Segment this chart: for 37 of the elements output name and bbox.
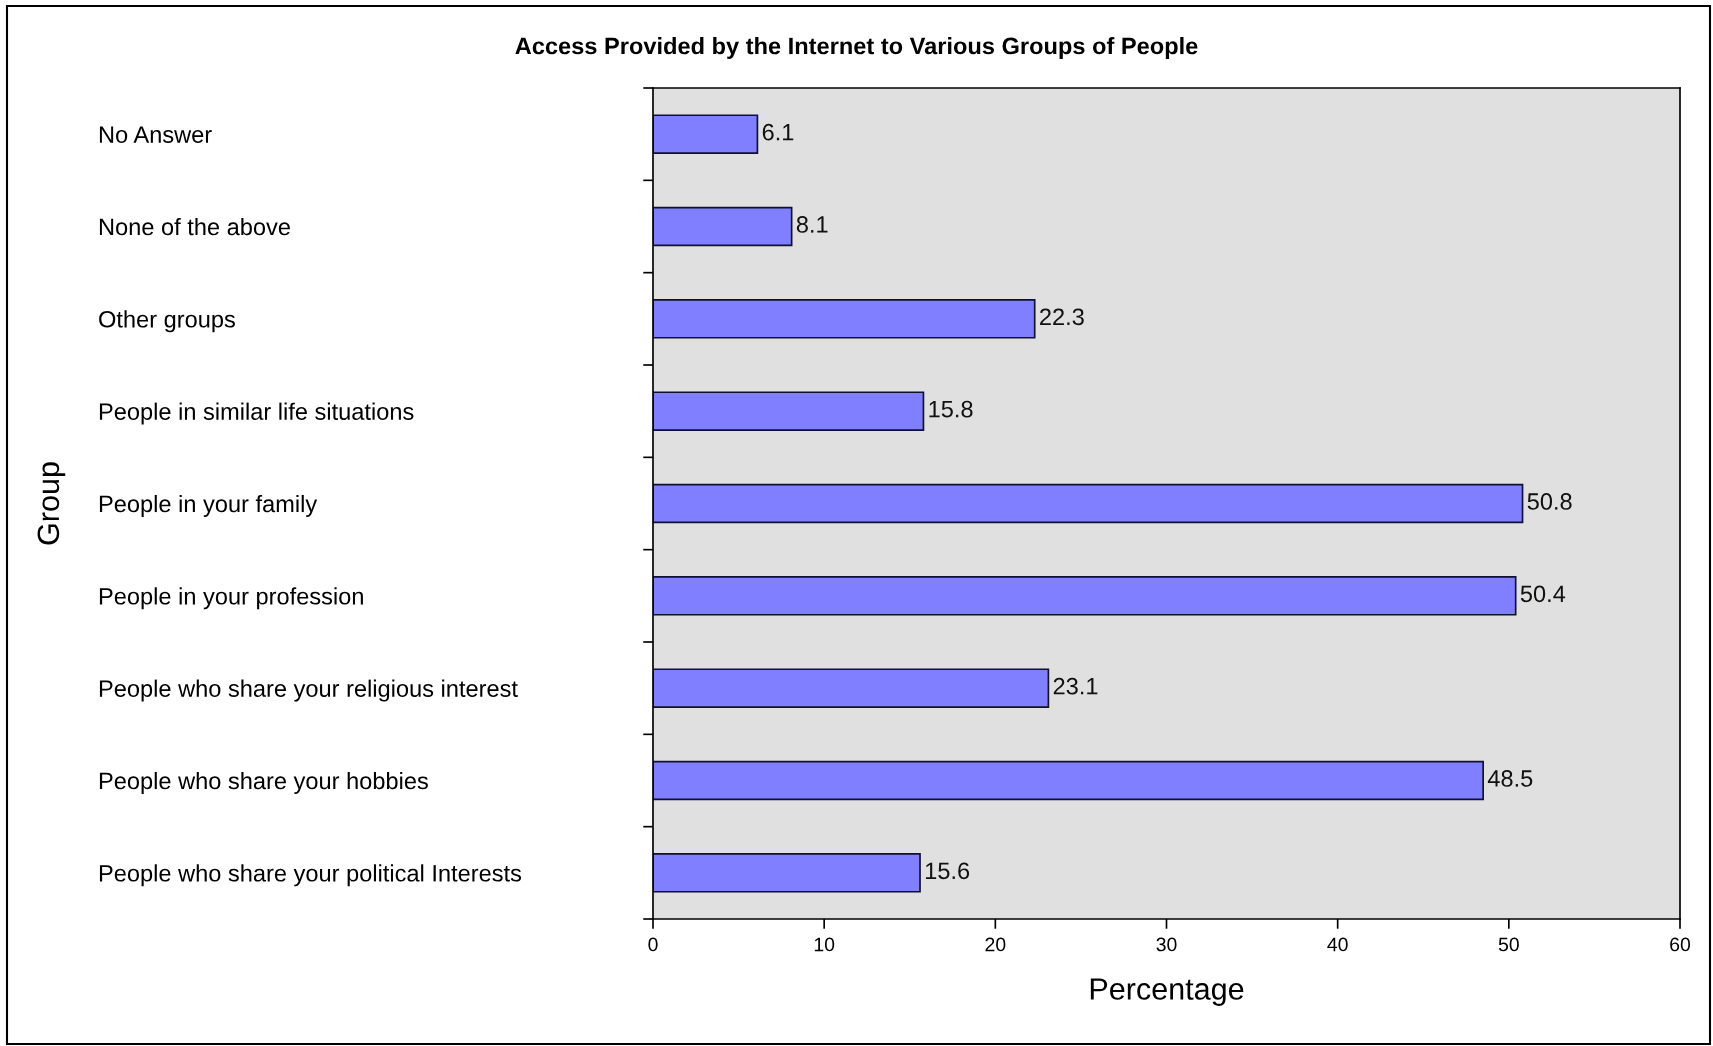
y-axis-title: Group <box>37 462 66 545</box>
bar <box>653 853 921 893</box>
y-tick-label: Other groups <box>99 310 235 333</box>
data-label: 8.1 <box>796 216 828 233</box>
data-label: 50.4 <box>1520 585 1566 603</box>
data-label: 15.6 <box>925 862 970 880</box>
data-label: 23.1 <box>1053 677 1098 695</box>
y-tick-label: People in your family <box>99 494 318 517</box>
y-tick-label: People who share your political Interests <box>99 864 522 887</box>
data-label: 48.5 <box>1487 770 1533 787</box>
y-tick-label: People who share your hobbies <box>99 771 428 794</box>
y-tick-label: None of the above <box>99 217 290 236</box>
x-tick-label: 0 <box>648 937 658 952</box>
bar <box>653 391 925 431</box>
x-axis-title: Percentage <box>1090 978 1244 1006</box>
bar <box>653 206 793 247</box>
chart-title: Access Provided by the Internet to Various Groups of People <box>515 37 1198 59</box>
x-tick-label: 30 <box>1156 937 1177 952</box>
bar <box>653 668 1050 708</box>
data-label: 6.1 <box>762 123 794 141</box>
x-tick-label: 50 <box>1498 937 1519 952</box>
bar <box>653 114 759 154</box>
y-tick-label: No Answer <box>99 126 212 143</box>
x-tick-label: 20 <box>985 937 1006 952</box>
data-label: 15.8 <box>929 400 973 418</box>
bar <box>653 483 1524 524</box>
bar <box>653 576 1517 616</box>
bar <box>653 299 1036 339</box>
y-tick-label: People in similar life situations <box>99 402 414 425</box>
x-tick-label: 60 <box>1670 937 1691 952</box>
data-label: 22.3 <box>1040 308 1084 326</box>
y-tick-label: People in your profession <box>99 587 363 610</box>
x-tick-label: 10 <box>814 937 835 952</box>
data-label: 50.8 <box>1527 493 1572 510</box>
x-tick-label: 40 <box>1327 937 1348 952</box>
bar <box>653 760 1484 801</box>
y-tick-label: People who share your religious interest <box>99 679 518 702</box>
